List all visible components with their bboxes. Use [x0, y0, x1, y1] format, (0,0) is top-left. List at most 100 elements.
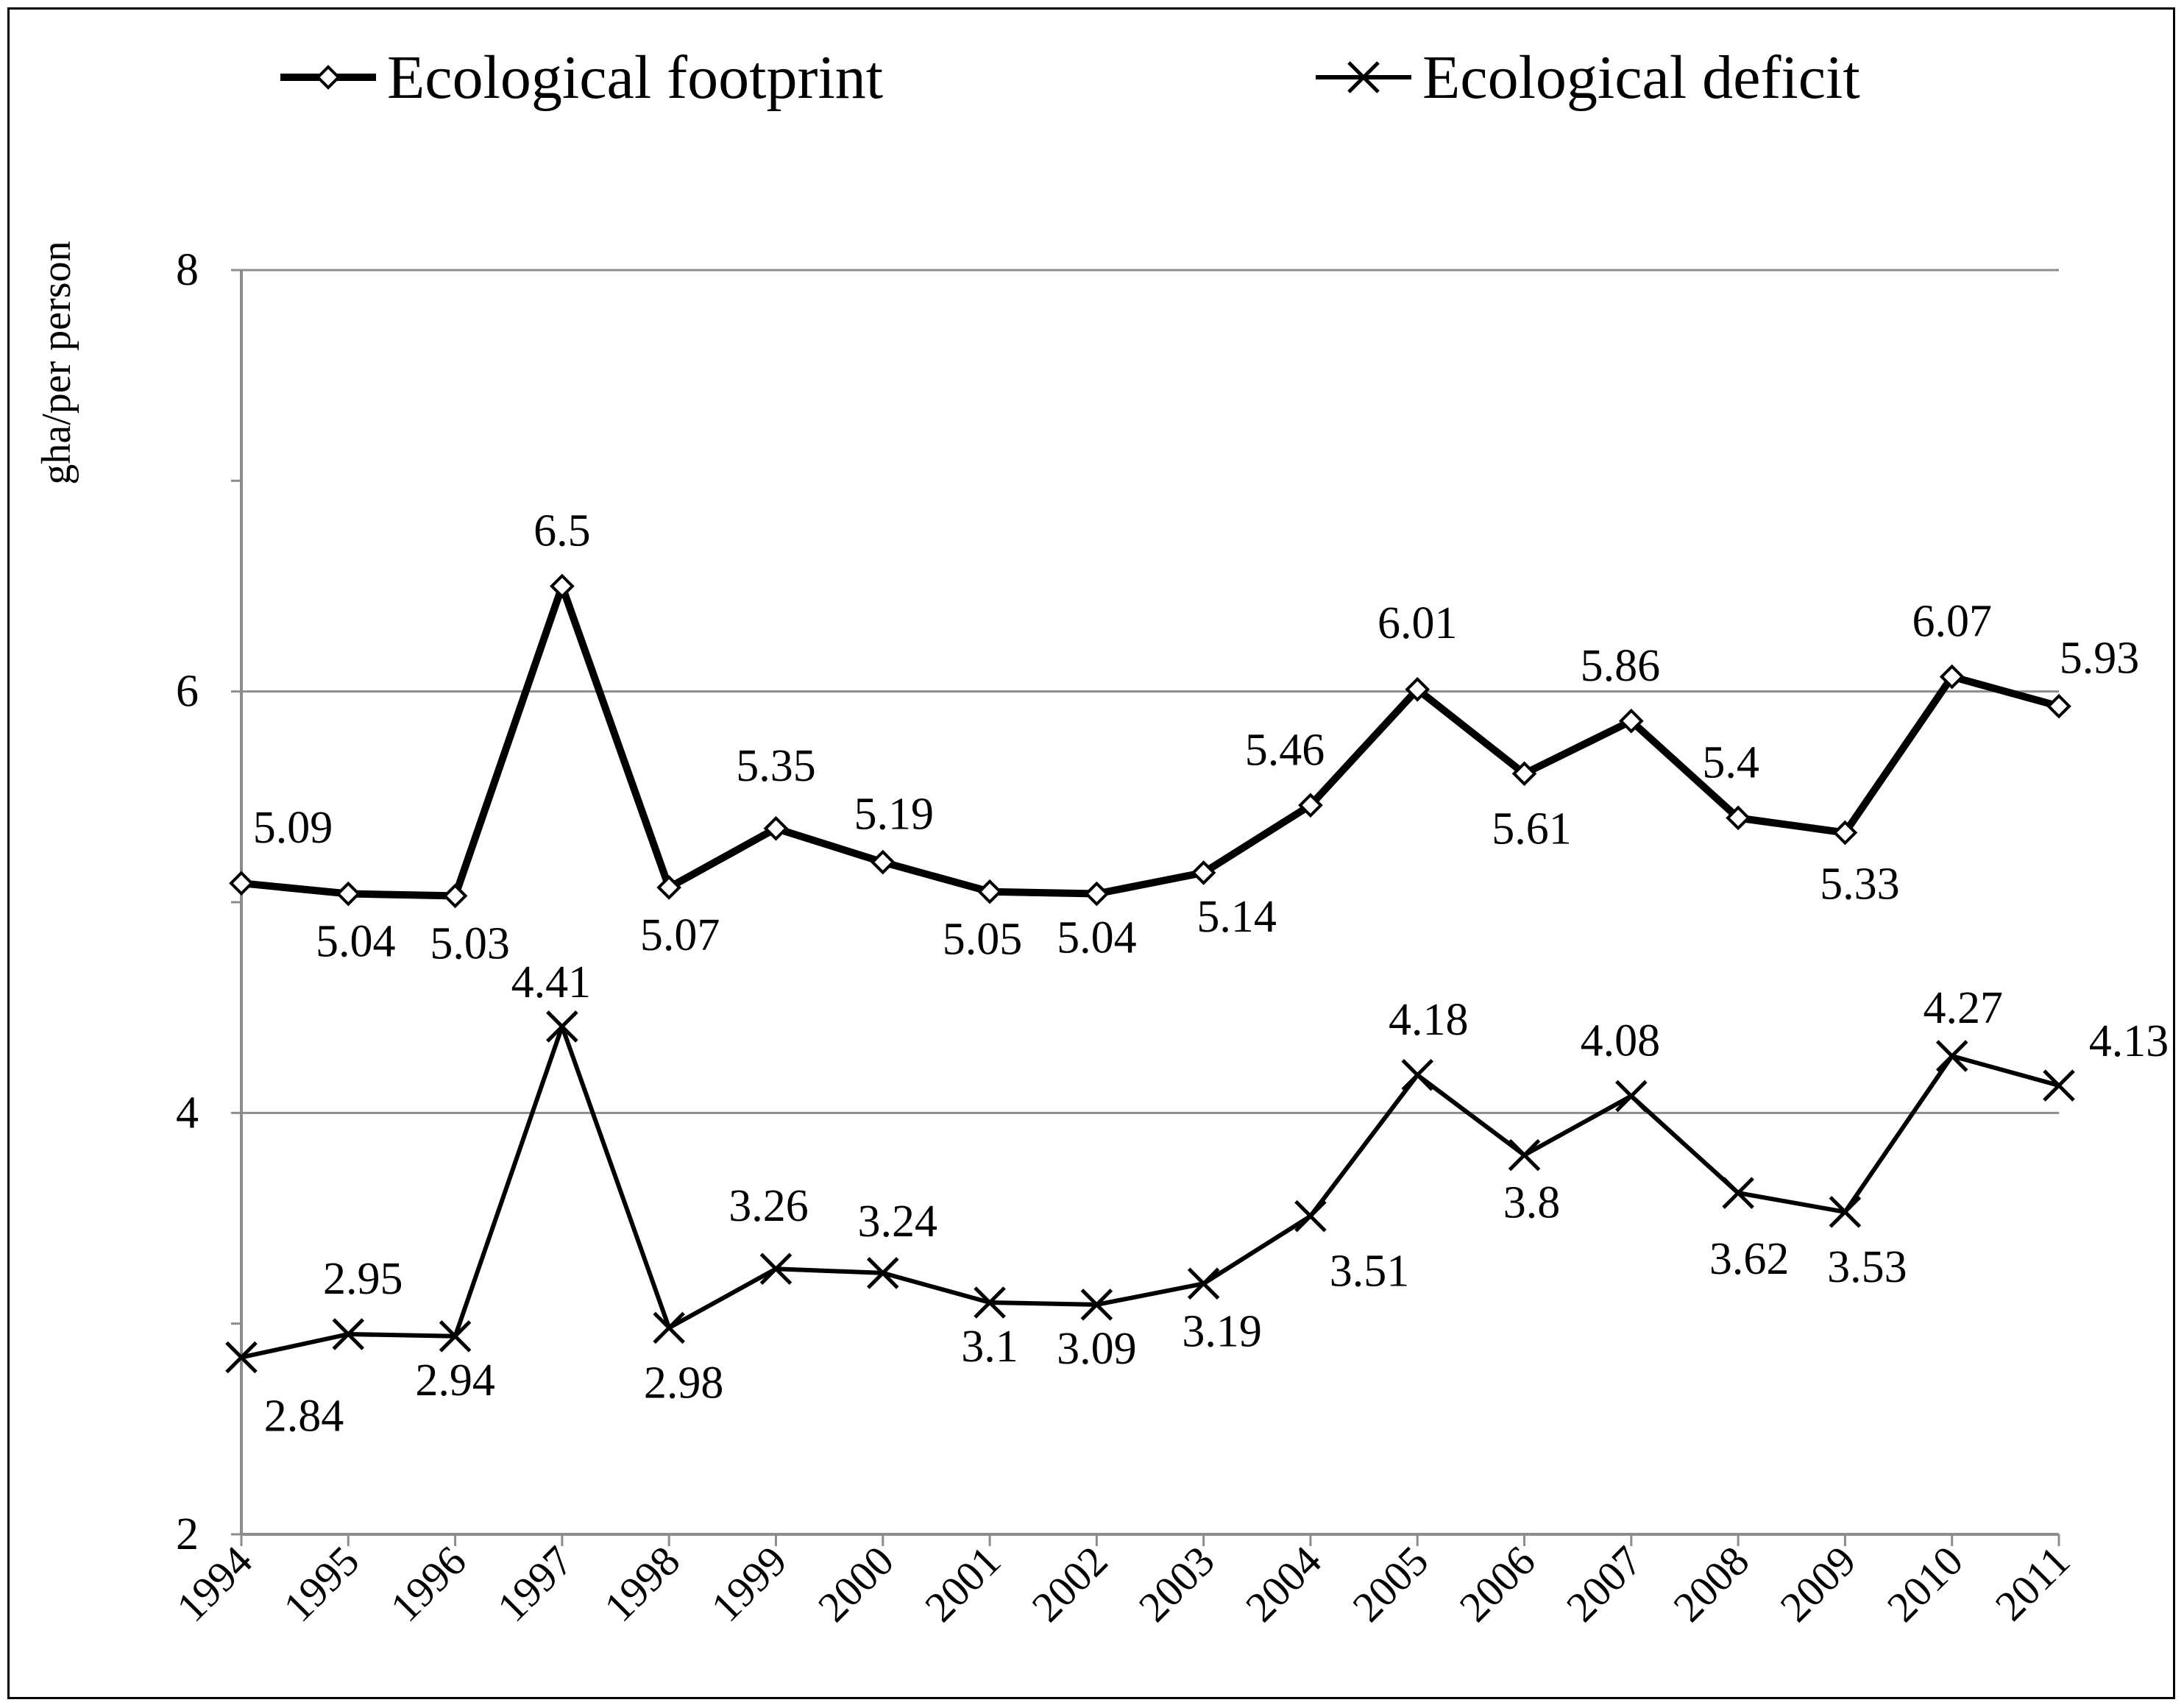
- x-tick-label: 1998: [595, 1537, 689, 1631]
- data-label: 2.98: [644, 1358, 724, 1408]
- x-tick-label: 2002: [1023, 1537, 1117, 1631]
- legend-label: Ecological footprint: [387, 43, 883, 112]
- data-label: 5.04: [1057, 913, 1137, 963]
- data-point-x: [1508, 1138, 1541, 1172]
- x-tick-label: 2009: [1771, 1537, 1865, 1631]
- series-line: [241, 582, 2060, 900]
- data-label: 5.86: [1581, 641, 1661, 691]
- legend-diamond-icon: [316, 65, 341, 90]
- data-label: 6.5: [533, 506, 591, 556]
- data-label: 5.09: [253, 803, 333, 853]
- legend-x-icon: [1347, 61, 1380, 93]
- data-label: 3.51: [1330, 1247, 1410, 1297]
- data-label: 5.4: [1702, 737, 1759, 787]
- data-point-x: [225, 1341, 258, 1374]
- data-label: 5.46: [1245, 725, 1325, 775]
- data-label: 4.41: [511, 957, 592, 1007]
- x-tick-label: 2010: [1878, 1537, 1972, 1631]
- x-tick-label: 2011: [1986, 1537, 2079, 1629]
- series: [225, 573, 2075, 1374]
- series-ecological-deficit: [225, 1010, 2075, 1374]
- data-point-diamond: [763, 815, 789, 841]
- data-point-diamond: [870, 849, 896, 875]
- legend-item: Ecological footprint: [280, 43, 883, 112]
- data-label: 6.07: [1912, 597, 1992, 647]
- data-point-diamond: [1405, 676, 1430, 702]
- x-tick-label: 2003: [1130, 1537, 1224, 1631]
- x-tick-label: 2001: [915, 1537, 1010, 1631]
- y-tick-label: 4: [176, 1088, 199, 1138]
- data-label: 2.94: [415, 1356, 495, 1406]
- data-point-x: [1187, 1267, 1220, 1300]
- data-point-diamond: [977, 879, 1002, 904]
- data-point-diamond: [1084, 881, 1110, 907]
- x-tick-label: 2005: [1343, 1537, 1437, 1631]
- x-tick-label: 2006: [1450, 1537, 1545, 1631]
- data-point-diamond: [1939, 664, 1965, 690]
- data-label: 3.26: [728, 1181, 809, 1231]
- data-point-x: [1829, 1196, 1862, 1228]
- data-point-diamond: [1298, 793, 1323, 818]
- data-point-x: [759, 1252, 793, 1285]
- data-point-x: [1935, 1040, 1968, 1072]
- y-tick-label: 8: [176, 245, 199, 295]
- data-point-x: [2043, 1069, 2075, 1102]
- data-point-diamond: [1511, 761, 1537, 787]
- x-tick-label: 2008: [1664, 1537, 1758, 1631]
- data-label: 5.93: [2060, 634, 2140, 684]
- data-point-x: [1401, 1059, 1434, 1091]
- data-label: 3.8: [1503, 1178, 1561, 1228]
- data-label: 5.03: [430, 918, 510, 968]
- data-label: 5.33: [1820, 860, 1900, 910]
- data-label: 4.08: [1581, 1016, 1661, 1066]
- data-label: 4.18: [1389, 995, 1469, 1045]
- legend-item: Ecological deficit: [1316, 43, 1860, 112]
- data-point-x: [974, 1286, 1006, 1319]
- data-point-diamond: [336, 881, 361, 907]
- chart-frame: 2 4 6 8 1994 1995 1996 1997 1998 1999 2000 2001 2002…: [7, 7, 2175, 1699]
- x-tick-label: 1996: [381, 1537, 475, 1631]
- x-tick-label: 2004: [1236, 1537, 1330, 1631]
- data-label: 5.61: [1492, 804, 1572, 854]
- data-label: 6.01: [1378, 598, 1458, 648]
- data-label: 3.24: [858, 1197, 938, 1247]
- data-label: 4.13: [2089, 1016, 2169, 1066]
- data-point-diamond: [656, 875, 682, 900]
- data-label: 5.19: [854, 790, 935, 840]
- x-tick-label: 1999: [702, 1537, 796, 1631]
- data-label: 3.1: [961, 1322, 1018, 1372]
- y-axis-title: gha/per person: [34, 241, 79, 484]
- legend: Ecological footprint Ecological deficit: [280, 43, 1860, 112]
- x-tick-label: 2000: [809, 1537, 903, 1631]
- data-point-x: [1294, 1200, 1327, 1233]
- x-tick-label: 2007: [1557, 1537, 1651, 1631]
- data-point-x: [1722, 1177, 1754, 1209]
- data-point-x: [332, 1318, 365, 1350]
- data-label: 5.07: [640, 910, 720, 960]
- data-point-diamond: [1726, 805, 1751, 831]
- data-label: 3.19: [1182, 1306, 1262, 1356]
- data-label: 3.09: [1057, 1324, 1137, 1374]
- data-point-diamond: [550, 573, 575, 599]
- data-point-x: [653, 1311, 685, 1344]
- data-point-x: [439, 1320, 472, 1353]
- data-point-diamond: [442, 883, 468, 909]
- data-label: 4.27: [1923, 983, 2003, 1033]
- data-point-x: [546, 1010, 578, 1043]
- data-point-x: [866, 1257, 899, 1289]
- gridlines: [241, 269, 2059, 1114]
- data-point-diamond: [1191, 860, 1216, 885]
- data-label: 5.14: [1196, 892, 1277, 942]
- x-tick-label: 1997: [488, 1537, 582, 1631]
- data-point-diamond: [1832, 820, 1858, 846]
- data-label: 3.62: [1709, 1234, 1790, 1284]
- data-label: 5.35: [736, 741, 816, 791]
- data-labels: 5.09 5.04 5.03 6.5 5.07 5.35 5.19 5.05 5.04 5.14 5…: [253, 506, 2169, 1442]
- data-point-diamond: [1618, 708, 1644, 734]
- data-point-x: [1080, 1289, 1113, 1321]
- data-point-diamond: [2046, 693, 2071, 719]
- data-point-x: [1615, 1080, 1648, 1113]
- data-label: 5.05: [943, 915, 1023, 965]
- data-label: 3.53: [1827, 1242, 1907, 1292]
- data-label: 2.84: [264, 1391, 344, 1441]
